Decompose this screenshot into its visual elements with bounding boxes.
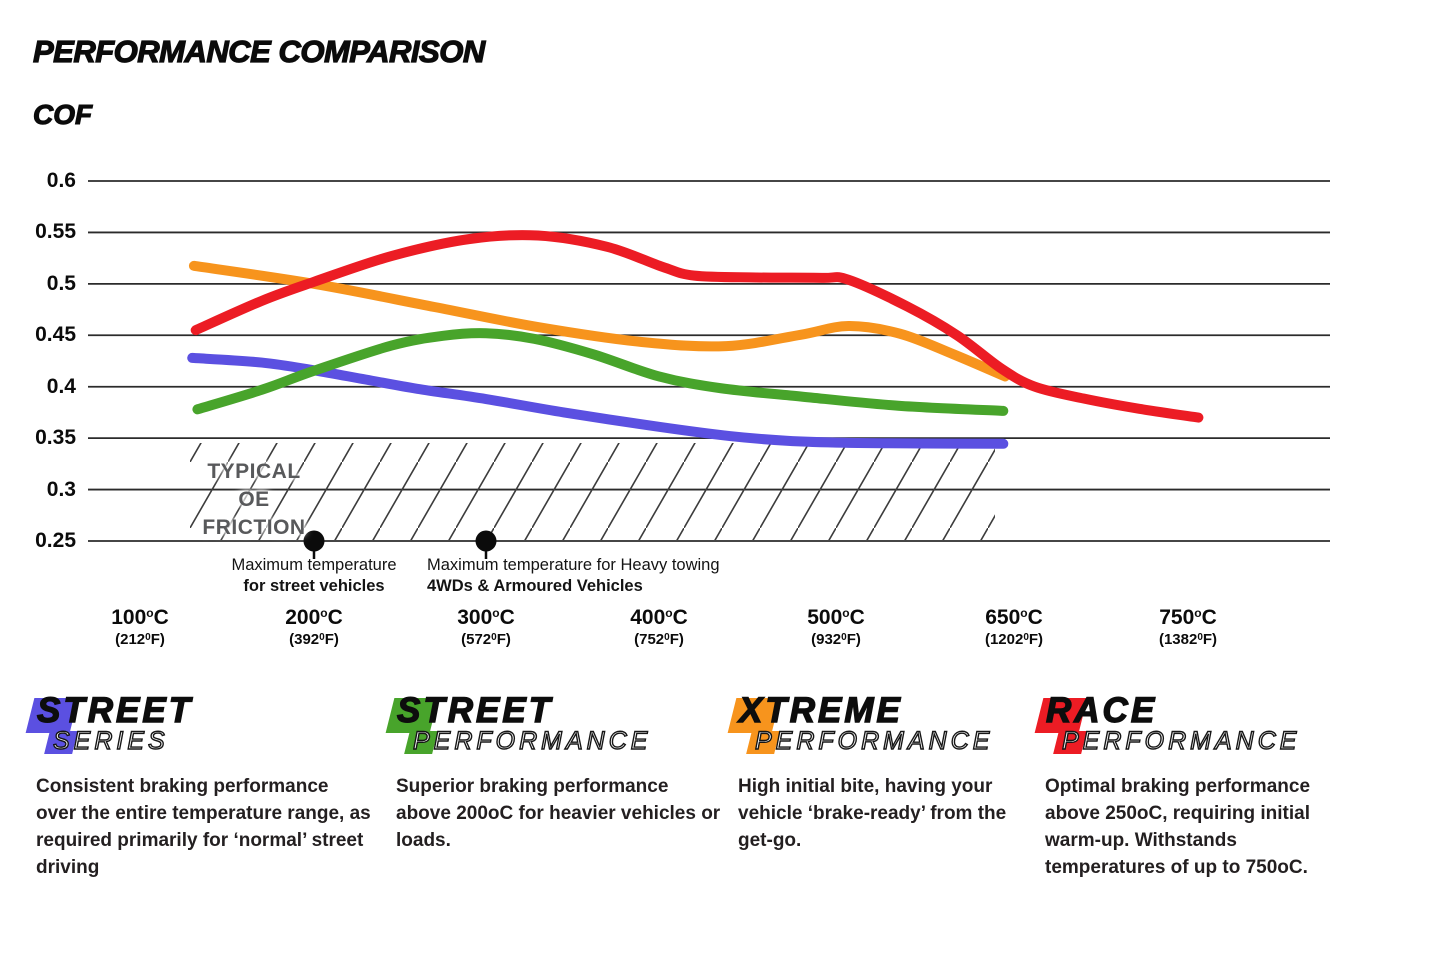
y-tick-label-0.5: 0.5	[46, 271, 76, 295]
x-tick-label-300c: 300oC (5720F)	[457, 606, 515, 648]
logo-word: RACE	[1045, 690, 1158, 730]
y-tick-label-0.3: 0.3	[46, 477, 76, 501]
performance-chart: TYPICAL OE FRICTION Maximum temperature …	[35, 169, 1330, 648]
page-title: PERFORMANCE COMPARISON	[32, 33, 485, 69]
y-tick-label-0.4: 0.4	[46, 374, 76, 398]
typical-oe-friction-label: TYPICAL OE FRICTION	[192, 458, 316, 542]
y-tick-label-0.6: 0.6	[46, 169, 76, 192]
annotation-street-max-temp: Maximum temperature for street vehicles	[231, 556, 396, 596]
legend-race-performance: RACE PERFORMANCE Optimal braking perform…	[1034, 690, 1357, 882]
annotation-line2: for street vehicles	[243, 576, 385, 595]
marker-dot-300	[475, 530, 497, 552]
logo-word: STREET	[36, 690, 194, 730]
annotation-heavy-towing-max-temp: Maximum temperature for Heavy towing 4WD…	[427, 556, 720, 596]
marker-dot-200	[303, 530, 325, 552]
x-tick-label-500c: 500oC (9320F)	[807, 606, 865, 648]
x-tick-label-200c: 200oC (3920F)	[285, 606, 343, 648]
annotation-line2: 4WDs & Armoured Vehicles	[427, 576, 643, 595]
series-line-race-performance	[190, 230, 1204, 423]
race-performance-logo: RACE PERFORMANCE	[1034, 690, 1357, 761]
series-line-street-performance	[192, 328, 1009, 416]
logo-subtitle: PERFORMANCE	[412, 726, 652, 755]
legend-description: Optimal braking performance above 250oC,…	[1045, 776, 1311, 878]
logo-word: STREET	[396, 690, 554, 730]
x-tick-label-100c: 100oC (2120F)	[111, 606, 169, 648]
x-tick-label-400c: 400oC (7520F)	[630, 606, 688, 648]
legend-street-series: STREET SERIES Consistent braking perform…	[25, 690, 371, 882]
y-tick-label-0.45: 0.45	[35, 323, 76, 347]
logo-subtitle: SERIES	[52, 726, 169, 755]
y-tick-label-0.35: 0.35	[35, 426, 76, 450]
logo-subtitle: PERFORMANCE	[1061, 726, 1301, 755]
legend-street-performance: STREET PERFORMANCE Superior braking perf…	[385, 690, 726, 855]
x-tick-label-750c: 750oC (13820F)	[1158, 606, 1218, 648]
logo-subtitle: PERFORMANCE	[754, 726, 994, 755]
y-tick-label-0.55: 0.55	[35, 220, 76, 244]
x-tick-label-650c: 650oC (12020F)	[984, 606, 1044, 648]
annotation-line1: Maximum temperature for Heavy towing	[427, 556, 720, 574]
street-performance-logo: STREET PERFORMANCE	[385, 690, 726, 761]
xtreme-performance-logo: XTREME PERFORMANCE	[727, 690, 1033, 761]
series-line-xtreme-performance	[188, 260, 1011, 382]
oe-label-line2: FRICTION	[202, 515, 306, 539]
legend-description: High initial bite, having your vehicle ‘…	[738, 776, 1007, 851]
annotation-line1: Maximum temperature	[231, 556, 397, 574]
legend-description: Superior braking performance above 200oC…	[396, 776, 721, 851]
typical-oe-friction-band	[190, 443, 995, 540]
legend-description: Consistent braking performance over the …	[36, 776, 371, 878]
oe-label-line1: TYPICAL OE	[207, 460, 301, 511]
legend-xtreme-performance: XTREME PERFORMANCE High initial bite, ha…	[727, 690, 1033, 855]
y-tick-label-0.25: 0.25	[35, 528, 76, 552]
logo-word: XTREME	[738, 690, 903, 730]
chart-canvas	[88, 180, 1330, 559]
y-axis-title: COF	[32, 98, 93, 130]
street-series-logo: STREET SERIES	[25, 690, 371, 761]
